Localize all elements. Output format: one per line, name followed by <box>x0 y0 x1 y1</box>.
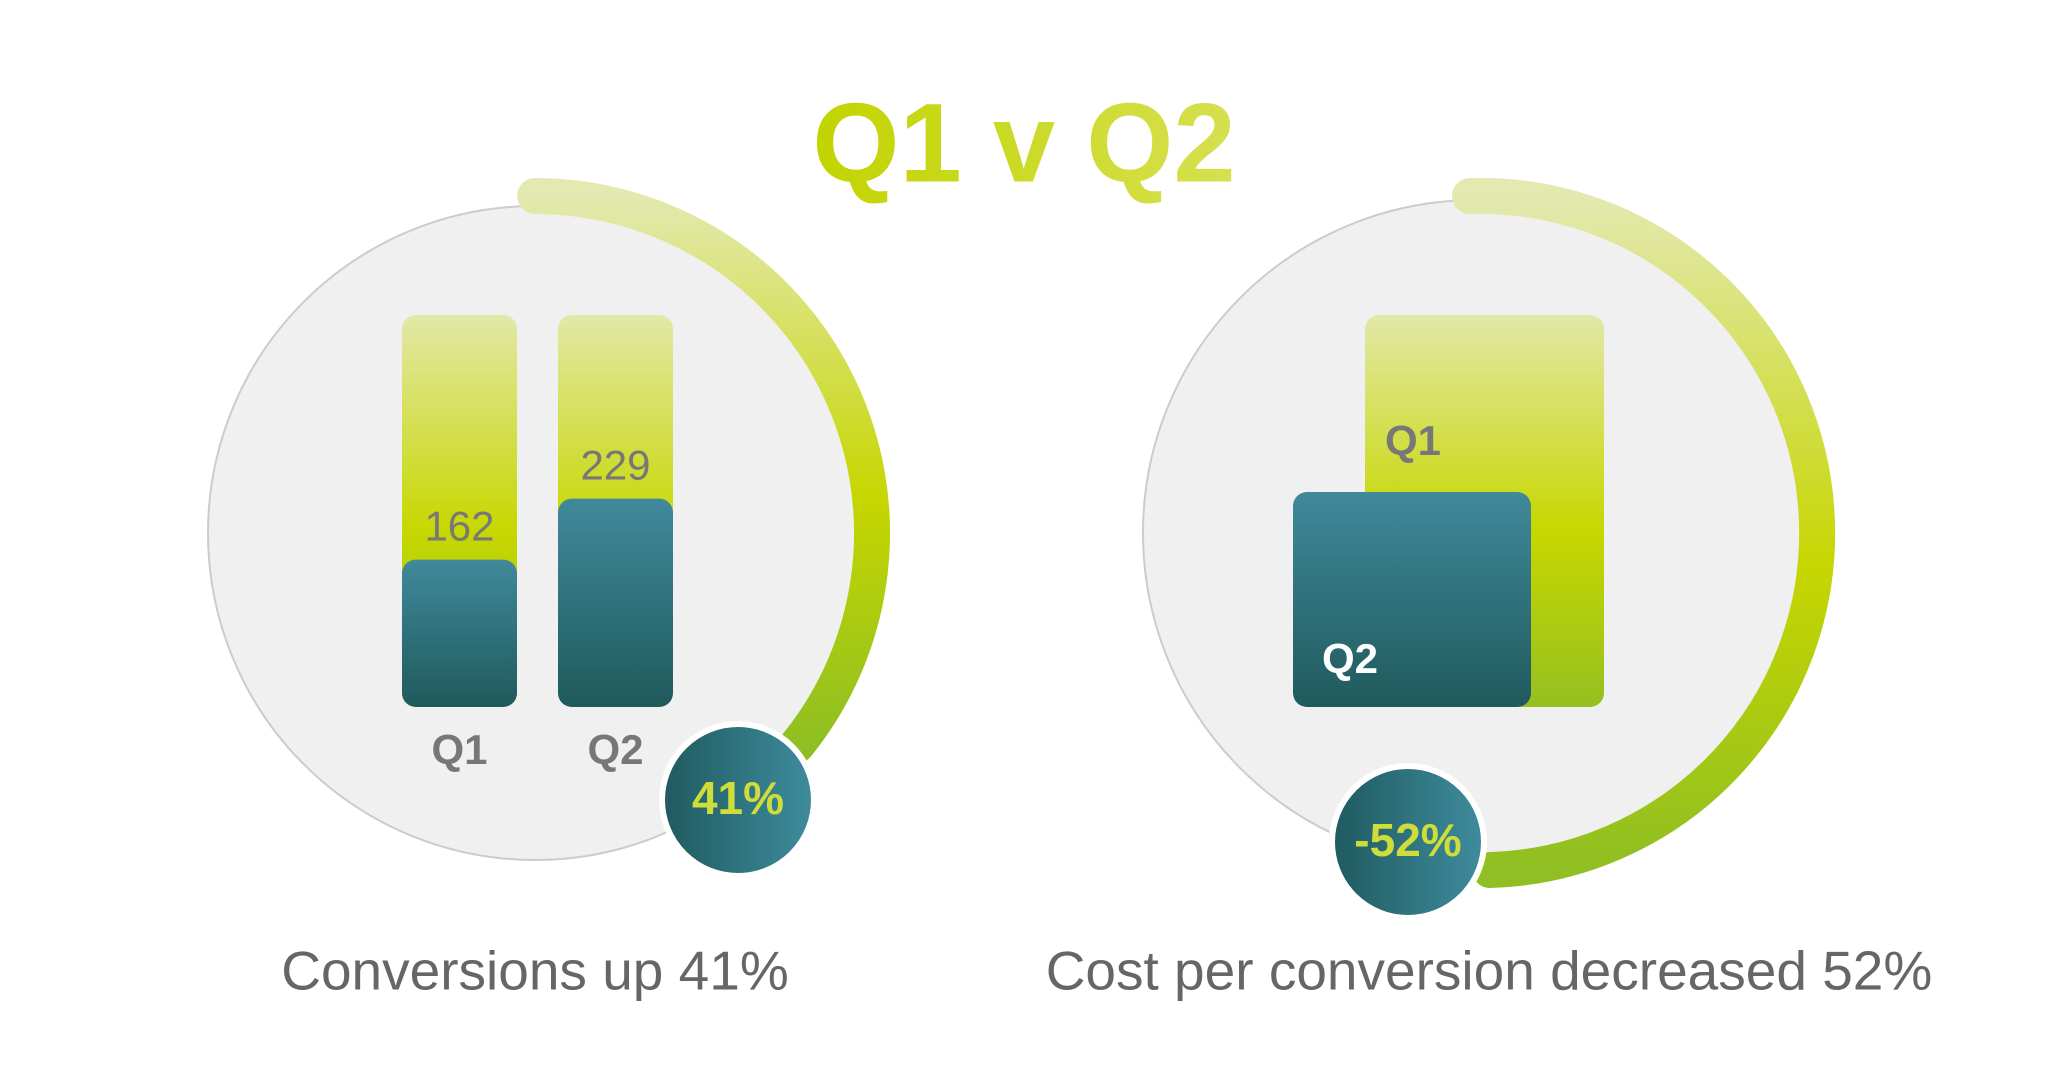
block-q2 <box>1293 492 1531 707</box>
caption: Conversions up 41% <box>281 940 789 1002</box>
bar-value: 229 <box>580 442 650 489</box>
bar <box>558 498 673 707</box>
badge-text: 41% <box>692 772 784 824</box>
progress-arc <box>517 178 891 763</box>
badge <box>1329 763 1487 921</box>
bar-label: Q1 <box>431 726 487 773</box>
bar <box>402 559 517 707</box>
block-label: Q2 <box>1322 635 1378 682</box>
badge <box>659 721 817 879</box>
bar-value: 162 <box>424 503 494 550</box>
block-label: Q1 <box>1385 417 1441 464</box>
badge-text: -52% <box>1354 814 1461 866</box>
bar-label: Q2 <box>587 726 643 773</box>
title: Q1 v Q2 <box>812 81 1235 206</box>
progress-arc <box>1452 177 1836 888</box>
caption: Cost per conversion decreased 52% <box>1046 940 1933 1002</box>
